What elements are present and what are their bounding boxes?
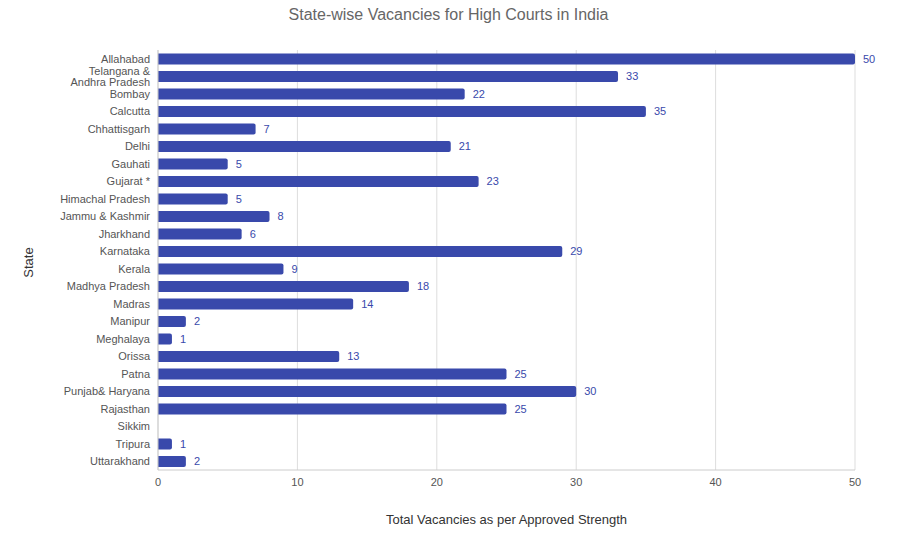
svg-text:Sikkim: Sikkim (118, 420, 150, 432)
svg-text:6: 6 (250, 228, 256, 240)
svg-text:14: 14 (361, 298, 373, 310)
svg-text:Madhya Pradesh: Madhya Pradesh (67, 280, 150, 292)
svg-text:Gujarat *: Gujarat * (107, 175, 151, 187)
svg-text:33: 33 (626, 70, 638, 82)
svg-text:Orissa: Orissa (118, 350, 151, 362)
svg-text:Rajasthan: Rajasthan (100, 403, 150, 415)
svg-text:40: 40 (709, 476, 721, 488)
svg-text:Karnataka: Karnataka (100, 245, 151, 257)
svg-text:Uttarakhand: Uttarakhand (90, 455, 150, 467)
svg-text:5: 5 (236, 158, 242, 170)
svg-text:Tripura: Tripura (116, 438, 151, 450)
svg-text:Allahabad: Allahabad (101, 53, 150, 65)
svg-text:25: 25 (515, 368, 527, 380)
svg-text:1: 1 (180, 438, 186, 450)
svg-text:2: 2 (194, 455, 200, 467)
svg-text:35: 35 (654, 105, 666, 117)
svg-text:22: 22 (473, 88, 485, 100)
svg-text:5: 5 (236, 193, 242, 205)
html-text:State: State (20, 247, 36, 278)
svg-text:Himachal Pradesh: Himachal Pradesh (60, 193, 150, 205)
svg-text:50: 50 (863, 53, 875, 65)
svg-text:Kerala: Kerala (118, 263, 151, 275)
svg-text:Madras: Madras (113, 298, 150, 310)
svg-text:50: 50 (849, 476, 861, 488)
svg-text:Telangana &Andhra Pradesh: Telangana &Andhra Pradesh (71, 65, 151, 88)
svg-text:25: 25 (515, 403, 527, 415)
svg-text:Delhi: Delhi (125, 140, 150, 152)
svg-text:Jammu & Kashmir: Jammu & Kashmir (60, 210, 150, 222)
svg-text:13: 13 (347, 350, 359, 362)
svg-text:1: 1 (180, 333, 186, 345)
svg-text:30: 30 (570, 476, 582, 488)
svg-text:Chhattisgarh: Chhattisgarh (88, 123, 150, 135)
svg-text:Calcutta: Calcutta (110, 105, 151, 117)
svg-text:Jharkhand: Jharkhand (99, 228, 150, 240)
svg-text:Manipur: Manipur (110, 315, 150, 327)
svg-text:Punjab& Haryana: Punjab& Haryana (64, 385, 151, 397)
html-text:Total Vacancies as per Approve: Total Vacancies as per Approved Strength (385, 512, 628, 527)
svg-text:0: 0 (155, 476, 161, 488)
svg-text:30: 30 (584, 385, 596, 397)
html-text:State-wise Vacancies for High: State-wise Vacancies for High Courts in … (288, 6, 609, 23)
svg-text:8: 8 (278, 210, 284, 222)
svg-text:9: 9 (291, 263, 297, 275)
svg-text:10: 10 (291, 476, 303, 488)
svg-text:23: 23 (487, 175, 499, 187)
svg-text:29: 29 (570, 245, 582, 257)
svg-text:Meghalaya: Meghalaya (96, 333, 151, 345)
svg-text:Patna: Patna (121, 368, 151, 380)
svg-text:7: 7 (264, 123, 270, 135)
svg-text:Bombay: Bombay (110, 88, 151, 100)
svg-text:20: 20 (431, 476, 443, 488)
svg-text:21: 21 (459, 140, 471, 152)
svg-text:Gauhati: Gauhati (111, 158, 150, 170)
svg-text:2: 2 (194, 315, 200, 327)
svg-text:18: 18 (417, 280, 429, 292)
